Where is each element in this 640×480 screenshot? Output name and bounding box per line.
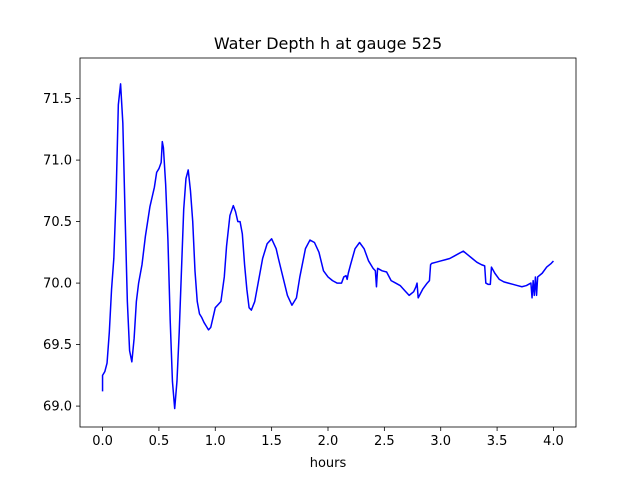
x-axis-label: hours (310, 456, 347, 471)
x-tick-label: 0.0 (92, 434, 113, 449)
x-tick-label: 3.5 (487, 434, 508, 449)
x-tick-label: 1.5 (261, 434, 282, 449)
x-tick-label: 1.0 (205, 434, 226, 449)
plot-area: 0.0 0.5 1.0 1.5 2.0 2.5 3.0 3.5 4.0 69.0 69.5 70.0 7… (43, 57, 577, 449)
x-tick-label: 2.5 (374, 434, 395, 449)
y-tick-label: 69.0 (43, 400, 72, 415)
chart-title: Water Depth h at gauge 525 (214, 34, 442, 53)
y-tick-label: 70.5 (43, 215, 72, 230)
y-tick-label: 71.0 (43, 154, 72, 169)
x-tick-label: 4.0 (543, 434, 564, 449)
x-tick-label: 0.5 (149, 434, 170, 449)
x-tick-label: 3.0 (430, 434, 451, 449)
y-tick-label: 71.5 (43, 92, 72, 107)
y-tick-label: 69.5 (43, 338, 72, 353)
x-tick-label: 2.0 (318, 434, 339, 449)
series-line-0 (101, 83, 555, 410)
y-tick-label: 70.0 (43, 277, 72, 292)
